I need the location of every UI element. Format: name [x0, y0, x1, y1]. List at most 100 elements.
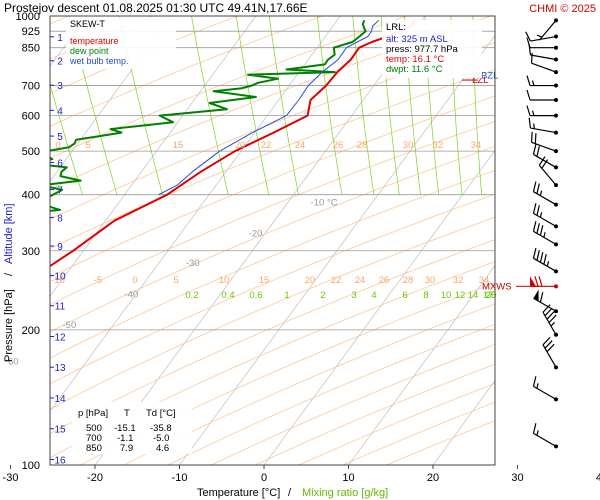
wind-barb-feather	[536, 205, 540, 216]
dry-adiabat-line	[50, 239, 495, 435]
dry-adiabat-line	[167, 324, 495, 465]
legend-title: SKEW-T	[70, 19, 105, 29]
altitude-tick-label: 15	[54, 425, 66, 436]
lrl-press: press: 977.7 hPa	[386, 44, 459, 55]
temperature-axis: -30 -20 -10 0 10 20 30 40	[3, 465, 600, 484]
wind-barb-half-feather	[539, 212, 543, 218]
altitude-tick-label: 14	[54, 394, 66, 405]
wind-barb-dot	[554, 70, 558, 75]
isotherm-line	[348, 265, 495, 465]
wind-barb-feather	[528, 117, 531, 129]
wind-barb-feather	[532, 376, 537, 387]
params-row-td: 4.6	[156, 443, 169, 454]
pressure-tick-label: 500	[22, 146, 40, 158]
wind-barb-feather	[546, 311, 555, 320]
dry-adiabat-label: 5	[85, 140, 90, 151]
wind-barb-feather	[536, 146, 540, 157]
altitude-tick-label: 16	[54, 455, 66, 466]
pressure-tick-label: 1000	[16, 11, 40, 23]
mixing-ratio-label: 10	[441, 290, 452, 301]
x-axis-label: Temperature [°C]	[197, 487, 280, 499]
x-axis-label-mixing-ratio: Mixing ratio [g/kg]	[302, 487, 388, 499]
wind-barb	[528, 117, 558, 135]
mixing-ratio-label: 20	[486, 290, 497, 301]
dry-adiabat-line	[211, 344, 495, 465]
wind-barb-dot	[554, 130, 558, 135]
credit-label: CHMI © 2025	[529, 3, 596, 15]
wind-barb-dot	[554, 202, 558, 207]
wind-barb-feather	[536, 223, 540, 234]
dry-adiabat-line	[50, 146, 495, 333]
wind-barb	[532, 423, 558, 449]
altitude-tick-label: 5	[57, 132, 63, 143]
mixing-ratio-label: 14	[468, 290, 479, 301]
wind-barb	[532, 181, 558, 207]
wind-barb-feather	[546, 343, 555, 353]
wind-barb-feather	[536, 183, 540, 194]
isotherm-label: -50	[63, 320, 77, 331]
wind-barb-dot	[554, 98, 558, 103]
wind-barb-feather	[532, 248, 537, 259]
wind-barb-feather	[539, 252, 544, 263]
isotherm-line	[50, 16, 172, 182]
pressure-tick-label: 700	[22, 81, 40, 93]
mixing-ratio-label: 8	[423, 290, 428, 301]
dry-adiabat-line	[50, 16, 238, 94]
wind-barb-feather	[542, 336, 551, 346]
wind-barb-feather	[532, 423, 537, 434]
dry-adiabat-label: -5	[94, 275, 102, 286]
dry-adiabat-label: 22	[261, 140, 272, 151]
mixing-ratio-label: 6	[402, 290, 407, 301]
wind-barb-feather	[534, 133, 537, 144]
wind-barb-staff	[533, 385, 557, 400]
wind-barb-dot	[554, 397, 558, 402]
dry-adiabat-label: 0	[132, 275, 137, 286]
dry-adiabat-line	[50, 16, 492, 190]
wind-barb-dot	[554, 309, 558, 314]
params-row-td: -5.0	[153, 433, 169, 444]
wind-barb-feather	[542, 304, 551, 313]
pressure-tick-label: 100	[22, 460, 40, 472]
wind-barb-feather	[538, 276, 543, 287]
temperature-line	[50, 19, 416, 268]
wind-barb	[526, 37, 558, 50]
isotherm-line	[263, 150, 495, 465]
wind-barb	[530, 131, 558, 154]
wind-barb-half-feather	[546, 261, 550, 267]
wind-barb-half-feather	[531, 80, 535, 86]
dry-adiabat-label: 24	[295, 140, 306, 151]
lrl-dwpt: dwpt: 11.6 °C	[386, 64, 443, 75]
altitude-tick-label: 6	[57, 158, 63, 169]
wind-barb-feather	[539, 291, 544, 303]
wind-barb	[532, 144, 558, 170]
wind-barb-dot	[554, 45, 558, 50]
mixing-ratio-lines	[50, 16, 483, 195]
temperature-tick-label: -20	[87, 472, 103, 484]
wind-barb	[542, 304, 558, 337]
legend-dewpoint: dew point	[70, 46, 109, 56]
wind-barb	[532, 203, 558, 229]
isotherm-line	[179, 35, 495, 465]
pressure-tick-label: 200	[22, 325, 40, 337]
mixing-ratio-label: 2	[320, 290, 325, 301]
x-axis-label-separator: /	[288, 487, 292, 499]
legend: SKEW-T temperature dew point wet bulb te…	[66, 17, 176, 69]
temperature-tick-label: 10	[342, 472, 354, 484]
pressure-tick-label: 850	[22, 43, 40, 55]
wind-barb-staff	[542, 344, 557, 368]
temperature-tick-label: -30	[3, 472, 19, 484]
mixing-ratio-line	[352, 16, 375, 195]
pressure-axis: 100 200 300 400 500 600 700 850 925 1000	[16, 11, 40, 472]
legend-temperature: temperature	[70, 36, 119, 46]
wind-barb-feather	[530, 52, 533, 64]
dry-adiabat-line	[50, 95, 495, 278]
isotherm-line	[432, 380, 495, 465]
mixing-ratio-label: 0.4	[221, 290, 234, 301]
y-axis-label-altitude: Altitude [km]	[3, 203, 15, 264]
isotherm-label: -40	[124, 289, 138, 300]
wind-barb-feather	[526, 37, 531, 48]
mixing-ratio-line	[317, 16, 343, 195]
params-row-t: -15.1	[114, 423, 136, 434]
wind-barb-dot	[554, 149, 558, 154]
altitude-tick-label: 2	[57, 57, 63, 68]
